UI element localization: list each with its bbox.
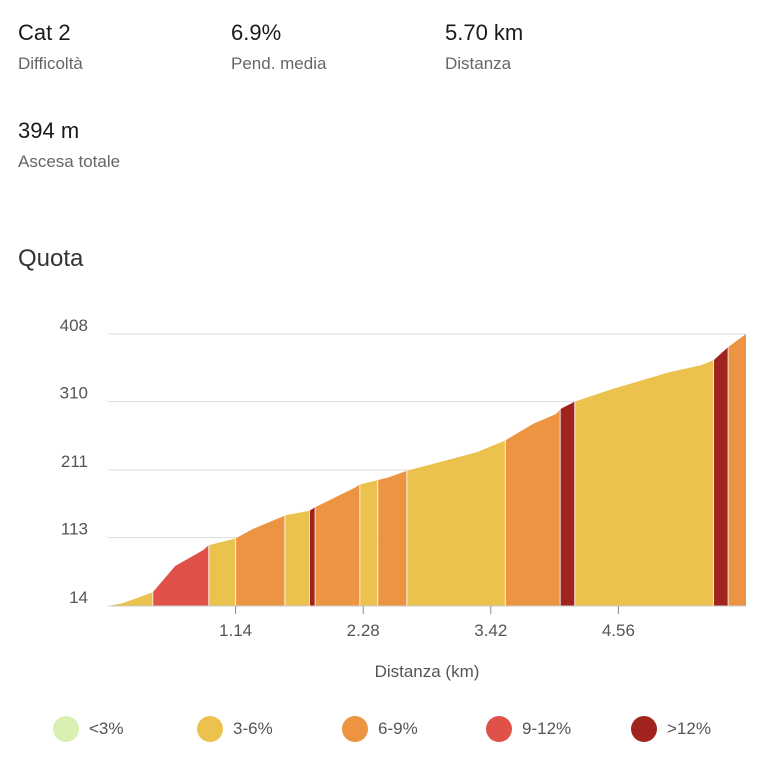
legend-swatch-6-9	[342, 716, 368, 742]
legend-swatch-9-12	[486, 716, 512, 742]
x-tick-label: 4.56	[602, 621, 635, 640]
y-tick-labels: 14 113 211 310 408	[60, 316, 88, 607]
stat-difficulty: Cat 2 Difficoltà	[18, 20, 83, 74]
y-tick-label: 408	[60, 316, 88, 335]
stat-avg-gradient: 6.9% Pend. media	[231, 20, 326, 74]
x-tick-label: 2.28	[347, 621, 380, 640]
x-tick-labels: 1.14 2.28 3.42 4.56	[219, 621, 635, 640]
stat-difficulty-label: Difficoltà	[18, 54, 83, 73]
legend-item-lt3: <3%	[53, 716, 124, 742]
legend-label-6-9: 6-9%	[378, 719, 418, 738]
y-tick-label: 211	[61, 452, 88, 471]
y-tick-label: 14	[69, 588, 88, 607]
gradient-segment-3-6	[406, 334, 506, 606]
stat-distance-value: 5.70 km	[445, 20, 524, 45]
gradient-segment-6-9	[505, 334, 561, 606]
legend-item-6-9: 6-9%	[342, 716, 418, 742]
legend-label-gt12: >12%	[667, 719, 711, 738]
gradient-segment-6-9	[728, 334, 746, 606]
gradient-segment-3-6	[359, 334, 378, 606]
gradient-segment-6-9	[235, 334, 285, 606]
stat-difficulty-value: Cat 2	[18, 20, 71, 45]
stat-total-ascent: 394 m Ascesa totale	[18, 118, 120, 172]
stat-total-ascent-value: 394 m	[18, 118, 80, 143]
x-tick-label: 3.42	[474, 621, 507, 640]
stat-total-ascent-label: Ascesa totale	[18, 152, 121, 171]
legend-label-lt3: <3%	[89, 719, 124, 738]
gradient-segment-6-9	[315, 334, 360, 606]
axes	[108, 605, 746, 614]
y-tick-label: 113	[61, 520, 88, 539]
gradient-segment-3-6	[284, 334, 310, 606]
gradient-segment-9-12	[152, 334, 209, 606]
legend-swatch-gt12	[631, 716, 657, 742]
gradient-segment-gt12	[560, 334, 575, 606]
gradient-segments	[108, 334, 746, 606]
legend-item-gt12: >12%	[631, 716, 711, 742]
legend: <3% 3-6% 6-9% 9-12% >12%	[0, 716, 768, 750]
gradient-segment-gt12	[309, 334, 316, 606]
stat-distance-label: Distanza	[445, 54, 512, 73]
section-title: Quota	[18, 245, 84, 272]
gradient-segment-gt12	[713, 334, 729, 606]
gradient-segment-3-6	[574, 334, 714, 606]
gradient-segment-6-9	[377, 334, 407, 606]
gradient-segment-3-6	[208, 334, 236, 606]
stat-distance: 5.70 km Distanza	[445, 20, 523, 74]
legend-item-9-12: 9-12%	[486, 716, 571, 742]
elevation-chart: 14 113 211 310 408 1.14 2.28 3.42 4.56 Distanza…	[60, 316, 746, 681]
gradient-segment-3-6	[108, 334, 153, 606]
legend-swatch-lt3	[53, 716, 79, 742]
x-axis-label: Distanza (km)	[375, 662, 480, 681]
x-tick-label: 1.14	[219, 621, 252, 640]
y-tick-label: 310	[60, 384, 88, 403]
legend-swatch-3-6	[197, 716, 223, 742]
stat-avg-gradient-value: 6.9%	[231, 20, 282, 45]
stat-avg-gradient-label: Pend. media	[231, 54, 327, 73]
legend-label-3-6: 3-6%	[233, 719, 273, 738]
legend-item-3-6: 3-6%	[197, 716, 273, 742]
legend-label-9-12: 9-12%	[522, 719, 572, 738]
